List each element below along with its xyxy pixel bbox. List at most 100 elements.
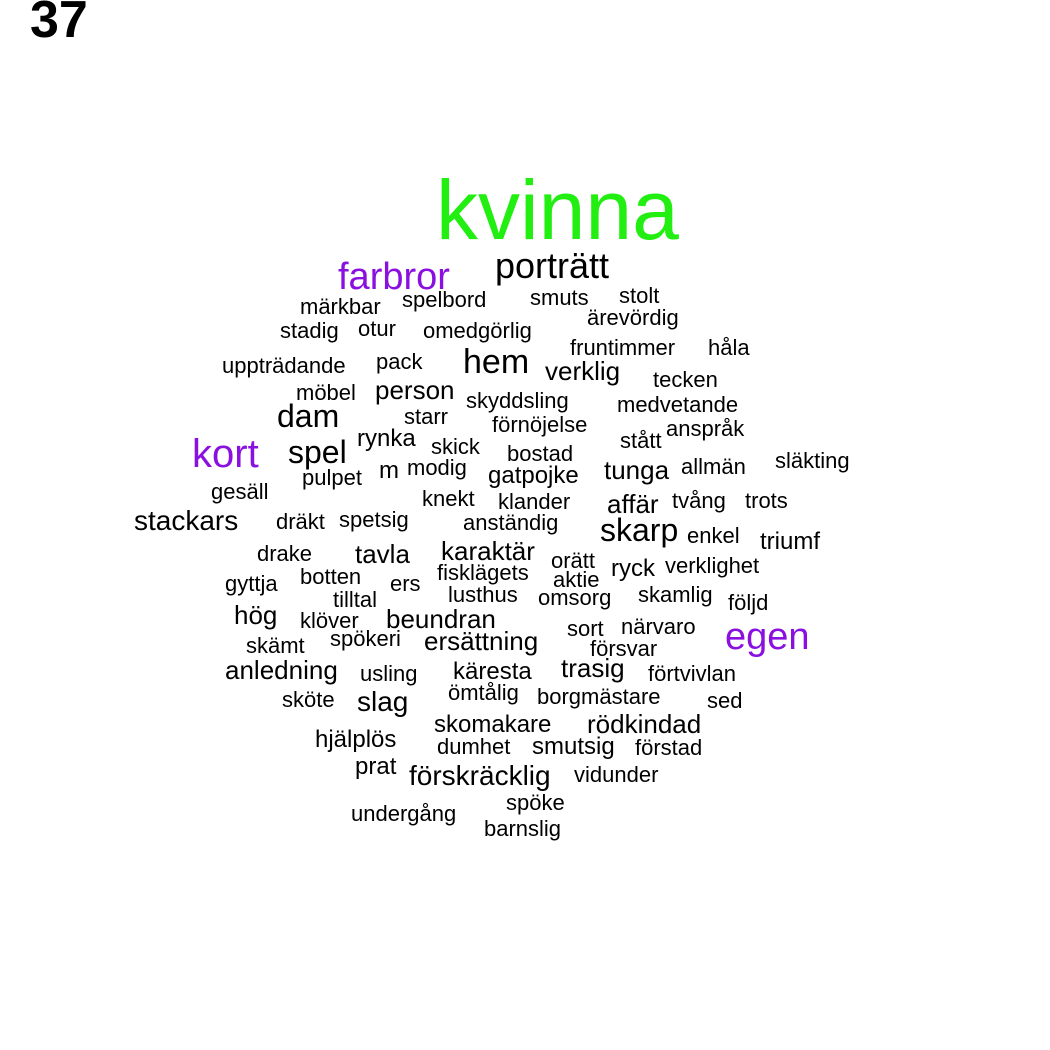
cloud-word-kort: kort: [192, 432, 259, 476]
cloud-word-pack: pack: [376, 349, 423, 374]
cloud-word-enkel: enkel: [687, 523, 740, 548]
cloud-word-ers: ers: [390, 571, 421, 596]
cloud-word-sköte: sköte: [282, 687, 335, 712]
cloud-word-gatpojke: gatpojke: [488, 462, 579, 489]
cloud-word-hög: hög: [234, 600, 278, 630]
cloud-word-ärevördig: ärevördig: [587, 305, 679, 330]
cloud-word-dräkt: dräkt: [276, 509, 325, 534]
cloud-word-person: person: [375, 375, 455, 405]
cloud-word-klöver: klöver: [300, 608, 359, 633]
cloud-word-skarp: skarp: [600, 512, 679, 548]
cloud-word-undergång: undergång: [351, 801, 457, 826]
page-number: 37: [30, 0, 88, 49]
cloud-word-omsorg: omsorg: [538, 585, 612, 610]
cloud-word-botten: botten: [300, 564, 362, 589]
cloud-word-stått: stått: [620, 428, 662, 453]
cloud-word-pulpet: pulpet: [302, 465, 362, 490]
cloud-word-karaktär: karaktär: [441, 536, 535, 566]
cloud-word-otur: otur: [358, 316, 396, 341]
cloud-word-skick: skick: [431, 434, 480, 459]
cloud-word-tecken: tecken: [653, 367, 718, 392]
cloud-word-klander: klander: [498, 489, 571, 514]
cloud-word-sed: sed: [707, 688, 743, 713]
cloud-word-försvar: försvar: [590, 636, 658, 661]
cloud-word-fruntimmer: fruntimmer: [570, 335, 676, 360]
cloud-word-tavla: tavla: [355, 539, 410, 569]
cloud-word-modig: modig: [407, 455, 467, 480]
cloud-word-ersättning: ersättning: [424, 626, 539, 656]
cloud-word-hem: hem: [463, 343, 530, 381]
cloud-word-porträtt: porträtt: [495, 245, 610, 286]
cloud-word-kvinna: kvinna: [436, 163, 679, 257]
cloud-word-dam: dam: [277, 398, 340, 434]
cloud-word-släkting: släkting: [775, 448, 850, 473]
cloud-word-spetsig: spetsig: [339, 507, 409, 532]
cloud-word-borgmästare: borgmästare: [537, 684, 661, 709]
cloud-word-egen: egen: [725, 616, 810, 658]
cloud-word-hjälplös: hjälplös: [315, 726, 397, 753]
cloud-word-anständig: anständig: [463, 510, 559, 535]
cloud-word-uppträdande: uppträdande: [222, 353, 346, 378]
cloud-word-lusthus: lusthus: [448, 582, 518, 607]
cloud-word-stadig: stadig: [280, 318, 339, 343]
cloud-word-märkbar: märkbar: [300, 294, 381, 319]
cloud-word-spökeri: spökeri: [330, 626, 401, 651]
cloud-word-aktie: aktie: [553, 567, 600, 592]
cloud-word-tunga: tunga: [604, 455, 670, 485]
cloud-word-trasig: trasig: [561, 653, 625, 683]
cloud-word-trots: trots: [745, 488, 788, 513]
cloud-word-skämt: skämt: [246, 633, 305, 658]
cloud-word-drake: drake: [257, 541, 313, 566]
cloud-word-stackars: stackars: [134, 505, 239, 536]
cloud-word-slag: slag: [357, 686, 409, 717]
cloud-word-tilltal: tilltal: [333, 587, 378, 612]
cloud-word-dumhet: dumhet: [437, 734, 511, 759]
cloud-word-vidunder: vidunder: [574, 762, 659, 787]
cloud-word-anledning: anledning: [225, 655, 338, 685]
cloud-word-förtvivlan: förtvivlan: [648, 661, 737, 686]
cloud-word-farbror: farbror: [338, 256, 450, 298]
cloud-word-tvång: tvång: [672, 488, 726, 513]
cloud-word-rynka: rynka: [357, 425, 416, 452]
cloud-word-verklighet: verklighet: [665, 553, 760, 578]
cloud-word-omedgörlig: omedgörlig: [423, 318, 532, 343]
cloud-word-käresta: käresta: [453, 658, 532, 685]
cloud-word-knekt: knekt: [422, 486, 475, 511]
cloud-word-prat: prat: [355, 753, 397, 780]
cloud-word-ömtålig: ömtålig: [448, 680, 519, 705]
cloud-word-m: m: [379, 457, 399, 484]
cloud-word-smuts: smuts: [530, 285, 589, 310]
cloud-word-anspråk: anspråk: [666, 416, 745, 441]
cloud-word-skyddsling: skyddsling: [466, 388, 569, 413]
cloud-word-smutsig: smutsig: [532, 733, 615, 760]
cloud-word-beundran: beundran: [386, 604, 496, 634]
cloud-word-starr: starr: [404, 404, 448, 429]
cloud-word-usling: usling: [360, 661, 418, 686]
cloud-word-verklig: verklig: [545, 356, 621, 386]
cloud-word-bostad: bostad: [507, 441, 574, 466]
cloud-word-allmän: allmän: [681, 454, 746, 479]
cloud-word-förnöjelse: förnöjelse: [492, 412, 588, 437]
cloud-word-ryck: ryck: [611, 555, 655, 582]
cloud-word-rödkindad: rödkindad: [587, 709, 702, 739]
cloud-word-spelbord: spelbord: [402, 287, 487, 312]
cloud-word-följd: följd: [728, 590, 769, 615]
cloud-word-håla: håla: [708, 335, 750, 360]
cloud-word-sort: sort: [567, 616, 604, 641]
cloud-word-spel: spel: [288, 434, 347, 470]
cloud-word-triumf: triumf: [760, 528, 820, 555]
cloud-word-spöke: spöke: [506, 790, 565, 815]
cloud-word-stolt: stolt: [619, 283, 660, 308]
cloud-word-skamlig: skamlig: [638, 582, 713, 607]
cloud-word-medvetande: medvetande: [617, 392, 739, 417]
cloud-word-gyttja: gyttja: [225, 571, 278, 596]
cloud-word-fisklägets: fisklägets: [437, 560, 529, 585]
cloud-word-affär: affär: [607, 489, 659, 519]
cloud-word-möbel: möbel: [296, 380, 356, 405]
cloud-word-närvaro: närvaro: [621, 614, 696, 639]
cloud-word-gesäll: gesäll: [211, 479, 269, 504]
cloud-word-förstad: förstad: [635, 735, 703, 760]
cloud-word-orätt: orätt: [551, 548, 596, 573]
cloud-word-skomakare: skomakare: [434, 711, 552, 738]
